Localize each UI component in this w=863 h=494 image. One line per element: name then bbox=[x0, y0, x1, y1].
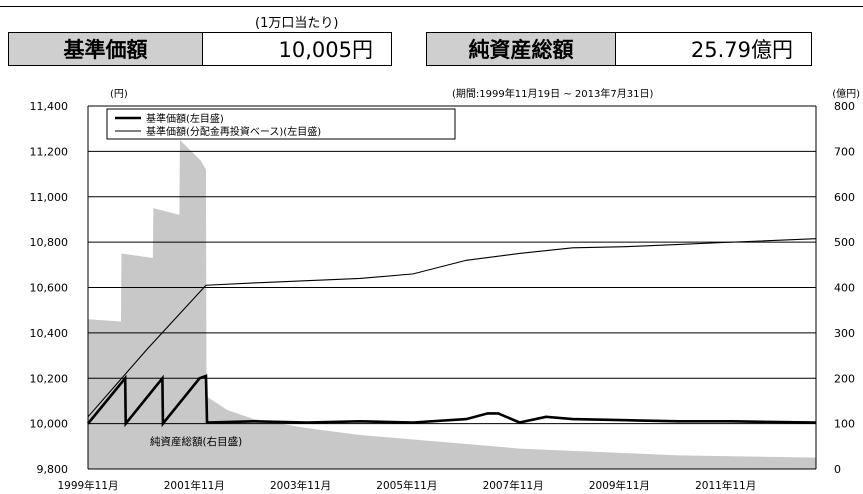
y-left-tick-label: 10,800 bbox=[30, 236, 69, 249]
y-right-tick-label: 0 bbox=[834, 463, 841, 476]
x-tick-label: 2003年11月 bbox=[270, 479, 331, 492]
y-right-tick-label: 400 bbox=[834, 282, 855, 295]
assets-label: 純資産総額 bbox=[427, 33, 616, 65]
area-label: 純資産総額(右目盛) bbox=[150, 435, 242, 448]
y-right-tick-label: 200 bbox=[834, 372, 855, 385]
x-tick-label: 2009年11月 bbox=[589, 479, 650, 492]
unit-note: (1万口当たり) bbox=[255, 16, 339, 31]
x-tick-label: 2007年11月 bbox=[483, 479, 544, 492]
assets-box: 純資産総額 25.79億円 bbox=[426, 32, 812, 66]
y-left-tick-label: 11,400 bbox=[30, 100, 69, 113]
nav-box: 基準価額 10,005円 bbox=[8, 32, 392, 66]
y-left-tick-label: 11,000 bbox=[30, 191, 69, 204]
nav-line bbox=[86, 374, 817, 428]
x-tick-label: 2001年11月 bbox=[164, 479, 225, 492]
assets-value: 25.79億円 bbox=[690, 38, 793, 62]
y-right-tick-label: 500 bbox=[834, 236, 855, 249]
y-left-tick-label: 10,000 bbox=[30, 418, 69, 431]
period-label: (期間:1999年11月19日 ~ 2013年7月31日) bbox=[452, 87, 653, 100]
y-left-tick-label: 10,600 bbox=[30, 282, 69, 295]
y-left-tick-label: 9,800 bbox=[37, 463, 69, 476]
y-left-tick-label: 10,200 bbox=[30, 372, 69, 385]
y-right-tick-label: 300 bbox=[834, 327, 855, 340]
x-tick-label: 2011年11月 bbox=[695, 479, 756, 492]
y-left-unit: (円) bbox=[110, 89, 128, 100]
nav-reinvested-line bbox=[87, 238, 817, 418]
y-right-tick-label: 100 bbox=[834, 418, 855, 431]
y-right-unit: (億円) bbox=[832, 87, 860, 100]
legend-label: 基準価額(左目盛) bbox=[146, 112, 224, 125]
x-tick-label: 1999年11月 bbox=[57, 479, 118, 492]
y-right-tick-label: 700 bbox=[834, 145, 855, 158]
nav-value: 10,005円 bbox=[278, 38, 373, 62]
legend-box bbox=[106, 108, 456, 140]
legend-label: 基準価額(分配金再投資ベース)(左目盛) bbox=[146, 125, 321, 138]
y-right-tick-label: 800 bbox=[834, 100, 855, 113]
y-left-tick-label: 11,200 bbox=[30, 145, 69, 158]
y-right-tick-label: 600 bbox=[834, 191, 855, 204]
top-rule bbox=[0, 6, 863, 7]
nav-label: 基準価額 bbox=[9, 33, 203, 65]
y-left-tick-label: 10,400 bbox=[30, 327, 69, 340]
x-tick-label: 2005年11月 bbox=[376, 479, 437, 492]
net-assets-area bbox=[88, 140, 816, 469]
